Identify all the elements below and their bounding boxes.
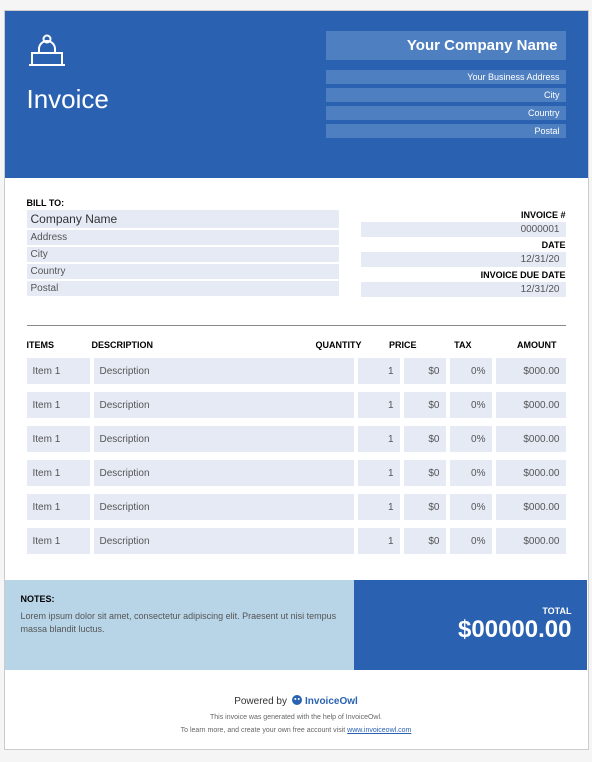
item-price: $0 bbox=[404, 392, 446, 418]
item-price: $0 bbox=[404, 528, 446, 554]
your-city: City bbox=[326, 88, 566, 102]
item-price: $0 bbox=[404, 358, 446, 384]
powered-by: Powered by InvoiceOwl bbox=[15, 694, 578, 709]
bottom-section: NOTES: Lorem ipsum dolor sit amet, conse… bbox=[5, 580, 588, 670]
item-name: Item 1 bbox=[27, 494, 90, 520]
item-name: Item 1 bbox=[27, 460, 90, 486]
invoice-due: 12/31/20 bbox=[361, 282, 566, 297]
item-qty: 1 bbox=[358, 494, 400, 520]
brand-text: InvoiceOwl bbox=[305, 696, 358, 707]
invoiceowl-brand: InvoiceOwl bbox=[291, 694, 358, 709]
bill-address: Address bbox=[27, 230, 340, 245]
invoice-due-label: INVOICE DUE DATE bbox=[361, 270, 566, 280]
item-tax: 0% bbox=[450, 358, 492, 384]
footer-line2-text: To learn more, and create your own free … bbox=[181, 727, 348, 734]
table-row: Item 1Description1$00%$000.00 bbox=[27, 426, 566, 452]
item-qty: 1 bbox=[358, 528, 400, 554]
item-price: $0 bbox=[404, 460, 446, 486]
bill-to-label: BILL TO: bbox=[27, 198, 340, 208]
invoice-date-label: DATE bbox=[361, 240, 566, 250]
owl-icon bbox=[291, 694, 303, 709]
your-address: Your Business Address bbox=[326, 70, 566, 84]
notes-box: NOTES: Lorem ipsum dolor sit amet, conse… bbox=[5, 580, 355, 670]
item-name: Item 1 bbox=[27, 528, 90, 554]
items-section: ITEMS DESCRIPTION QUANTITY PRICE TAX AMO… bbox=[5, 326, 588, 572]
item-desc: Description bbox=[94, 460, 354, 486]
total-label: TOTAL bbox=[542, 606, 571, 616]
item-qty: 1 bbox=[358, 358, 400, 384]
item-desc: Description bbox=[94, 392, 354, 418]
info-section: BILL TO: Company Name Address City Count… bbox=[5, 178, 588, 311]
item-tax: 0% bbox=[450, 460, 492, 486]
total-amount: $00000.00 bbox=[458, 616, 571, 644]
item-name: Item 1 bbox=[27, 426, 90, 452]
table-row: Item 1Description1$00%$000.00 bbox=[27, 392, 566, 418]
col-header-tax: TAX bbox=[417, 340, 472, 350]
item-name: Item 1 bbox=[27, 392, 90, 418]
item-tax: 0% bbox=[450, 494, 492, 520]
bill-to-column: BILL TO: Company Name Address City Count… bbox=[27, 198, 340, 297]
item-desc: Description bbox=[94, 494, 354, 520]
items-body: Item 1Description1$00%$000.00Item 1Descr… bbox=[27, 358, 566, 554]
item-amount: $000.00 bbox=[496, 358, 566, 384]
your-company-name: Your Company Name bbox=[326, 31, 566, 60]
bill-postal: Postal bbox=[27, 281, 340, 296]
invoice-date: 12/31/20 bbox=[361, 252, 566, 267]
col-header-qty: QUANTITY bbox=[307, 340, 362, 350]
item-amount: $000.00 bbox=[496, 460, 566, 486]
col-header-item: ITEMS bbox=[27, 340, 92, 350]
item-amount: $000.00 bbox=[496, 426, 566, 452]
bill-country: Country bbox=[27, 264, 340, 279]
item-qty: 1 bbox=[358, 392, 400, 418]
table-row: Item 1Description1$00%$000.00 bbox=[27, 528, 566, 554]
your-country: Country bbox=[326, 106, 566, 120]
invoice-title: Invoice bbox=[27, 84, 109, 115]
item-amount: $000.00 bbox=[496, 494, 566, 520]
table-row: Item 1Description1$00%$000.00 bbox=[27, 494, 566, 520]
col-header-amount: AMOUNT bbox=[472, 340, 557, 350]
item-tax: 0% bbox=[450, 392, 492, 418]
footer-link[interactable]: www.invoiceowl.com bbox=[347, 727, 411, 734]
item-tax: 0% bbox=[450, 528, 492, 554]
notes-label: NOTES: bbox=[21, 594, 339, 604]
item-qty: 1 bbox=[358, 460, 400, 486]
footer: Powered by InvoiceOwl This invoice was g… bbox=[5, 670, 588, 749]
table-row: Item 1Description1$00%$000.00 bbox=[27, 460, 566, 486]
footer-line1: This invoice was generated with the help… bbox=[15, 713, 578, 722]
item-amount: $000.00 bbox=[496, 392, 566, 418]
notes-text: Lorem ipsum dolor sit amet, consectetur … bbox=[21, 610, 339, 635]
bill-company: Company Name bbox=[27, 210, 340, 228]
item-desc: Description bbox=[94, 426, 354, 452]
person-desk-icon bbox=[27, 31, 109, 76]
header-left: Invoice bbox=[27, 31, 109, 138]
invoice-number-label: INVOICE # bbox=[361, 210, 566, 220]
footer-line2: To learn more, and create your own free … bbox=[15, 726, 578, 735]
total-box: TOTAL $00000.00 bbox=[354, 580, 587, 670]
item-desc: Description bbox=[94, 528, 354, 554]
item-desc: Description bbox=[94, 358, 354, 384]
items-header: ITEMS DESCRIPTION QUANTITY PRICE TAX AMO… bbox=[27, 340, 566, 350]
col-header-desc: DESCRIPTION bbox=[92, 340, 307, 350]
item-amount: $000.00 bbox=[496, 528, 566, 554]
header: Invoice Your Company Name Your Business … bbox=[5, 11, 588, 178]
powered-label: Powered by bbox=[234, 696, 287, 707]
table-row: Item 1Description1$00%$000.00 bbox=[27, 358, 566, 384]
item-price: $0 bbox=[404, 426, 446, 452]
invoice-number: 0000001 bbox=[361, 222, 566, 237]
item-name: Item 1 bbox=[27, 358, 90, 384]
header-right: Your Company Name Your Business Address … bbox=[326, 31, 566, 138]
bill-city: City bbox=[27, 247, 340, 262]
invoice-info-column: INVOICE # 0000001 DATE 12/31/20 INVOICE … bbox=[361, 198, 566, 297]
item-tax: 0% bbox=[450, 426, 492, 452]
invoice-page: Invoice Your Company Name Your Business … bbox=[4, 10, 589, 750]
item-price: $0 bbox=[404, 494, 446, 520]
col-header-price: PRICE bbox=[362, 340, 417, 350]
your-postal: Postal bbox=[326, 124, 566, 138]
item-qty: 1 bbox=[358, 426, 400, 452]
